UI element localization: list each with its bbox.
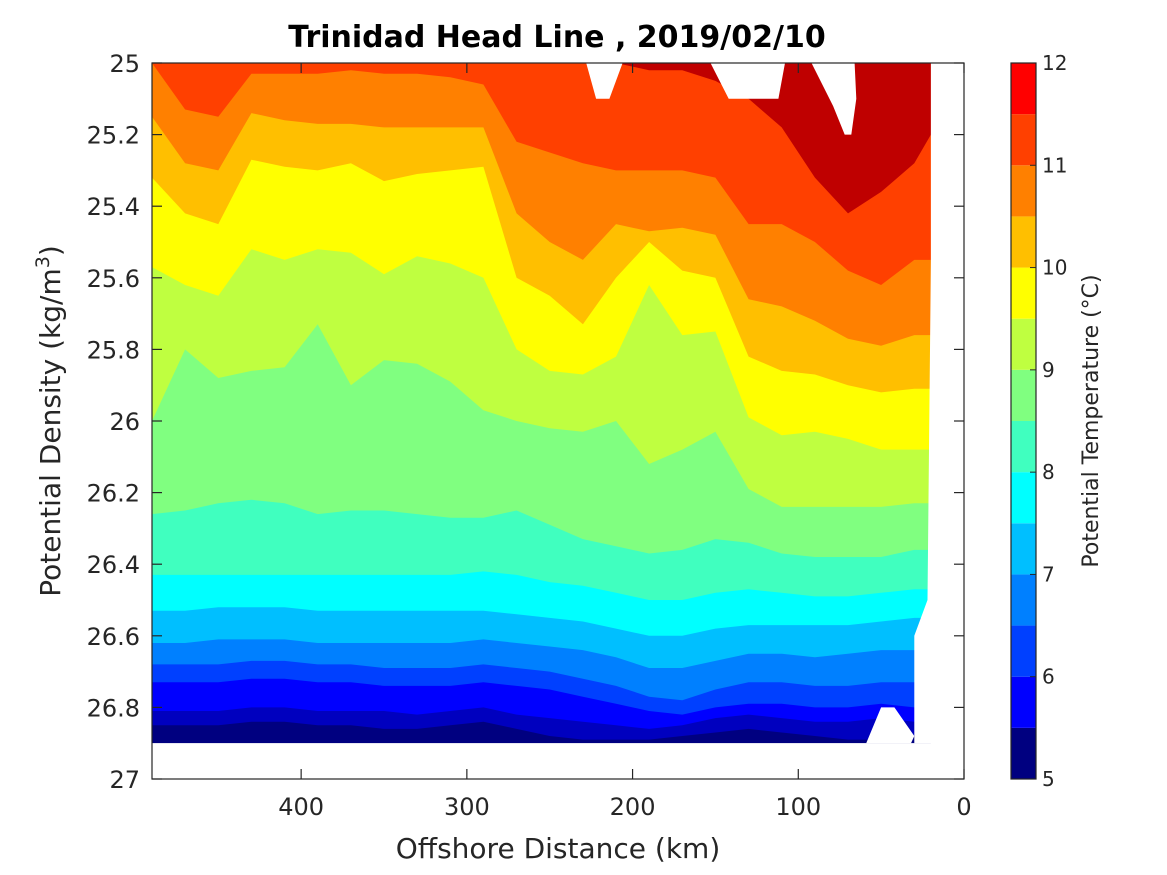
colorbar-tick-label-8: 8 <box>1042 460 1055 484</box>
x-tick-label-300: 300 <box>444 793 490 821</box>
x-tick-label-400: 400 <box>278 793 324 821</box>
y-tick-label-5: 26 <box>109 408 140 436</box>
y-axis-label-superscript: 3 <box>32 256 54 268</box>
colorbar-segment-11.5 <box>1011 63 1036 115</box>
missing-region-1 <box>586 63 623 99</box>
contour-fill-layer <box>152 63 931 744</box>
colorbar-segment-6.5 <box>1011 574 1036 626</box>
missing-region-nearshore <box>914 63 964 744</box>
colorbar-segment-8.5 <box>1011 369 1036 421</box>
y-axis: 25 25.2 25.4 25.6 25.8 26 26.2 26.4 26.6 26.8 27 <box>87 50 964 794</box>
colorbar-segment-10.5 <box>1011 165 1036 217</box>
colorbar-tick-label-9: 9 <box>1042 358 1055 382</box>
y-tick-label-1: 25.2 <box>87 122 140 150</box>
colorbar-tick-label-7: 7 <box>1042 562 1055 586</box>
colorbar-segment-7.5 <box>1011 472 1036 524</box>
y-tick-label-0: 25 <box>109 50 140 78</box>
y-axis-label: Potential Density (kg/m3) <box>32 245 67 597</box>
x-axis-label: Offshore Distance (km) <box>396 832 721 865</box>
colorbar-segment-5 <box>1011 727 1036 779</box>
colorbar-segment-8 <box>1011 421 1036 473</box>
colorbar-segment-7 <box>1011 523 1036 575</box>
y-tick-label-6: 26.2 <box>87 480 140 508</box>
colorbar: 5 6 7 8 9 10 11 12 <box>1010 51 1067 791</box>
colorbar-tick-label-10: 10 <box>1042 256 1067 280</box>
colorbar-tick-label-11: 11 <box>1042 153 1067 177</box>
missing-data-layer <box>152 63 964 779</box>
x-tick-label-200: 200 <box>610 793 656 821</box>
contour-band-11.5 <box>152 63 931 285</box>
chart-title: Trinidad Head Line , 2019/02/10 <box>288 20 825 55</box>
y-axis-label-main: Potential Density (kg/m <box>34 268 67 597</box>
y-tick-label-9: 26.8 <box>87 694 140 722</box>
y-tick-label-10: 27 <box>109 766 140 794</box>
x-axis: 400 300 200 100 0 <box>278 63 972 821</box>
y-axis-label-close: ) <box>34 245 67 256</box>
colorbar-segment-5.5 <box>1011 676 1036 728</box>
missing-region-deep <box>152 743 964 779</box>
colorbar-segment-11 <box>1011 114 1036 166</box>
y-tick-label-3: 25.6 <box>87 265 140 293</box>
x-tick-label-100: 100 <box>775 793 821 821</box>
y-tick-label-2: 25.4 <box>87 193 140 221</box>
colorbar-tick-label-6: 6 <box>1042 665 1055 689</box>
missing-region-2 <box>710 63 857 135</box>
y-tick-label-7: 26.4 <box>87 551 140 579</box>
y-tick-label-8: 26.6 <box>87 623 140 651</box>
colorbar-tick-label-12: 12 <box>1042 51 1067 75</box>
missing-region-3 <box>857 707 915 744</box>
colorbar-segment-10 <box>1011 216 1036 268</box>
colorbar-frame <box>1010 62 1037 780</box>
x-tick-label-0: 0 <box>956 793 971 821</box>
plot-area: 400 300 200 100 0 25 25.2 25.4 25.6 25.8 26 26.2 26… <box>87 50 972 821</box>
colorbar-segment-9 <box>1011 318 1036 370</box>
colorbar-segment-9.5 <box>1011 267 1036 319</box>
y-tick-label-4: 25.8 <box>87 336 140 364</box>
colorbar-tick-label-5: 5 <box>1042 767 1055 791</box>
colorbar-label: Potential Temperature (°C) <box>1079 274 1104 567</box>
colorbar-segment-6 <box>1011 625 1036 677</box>
